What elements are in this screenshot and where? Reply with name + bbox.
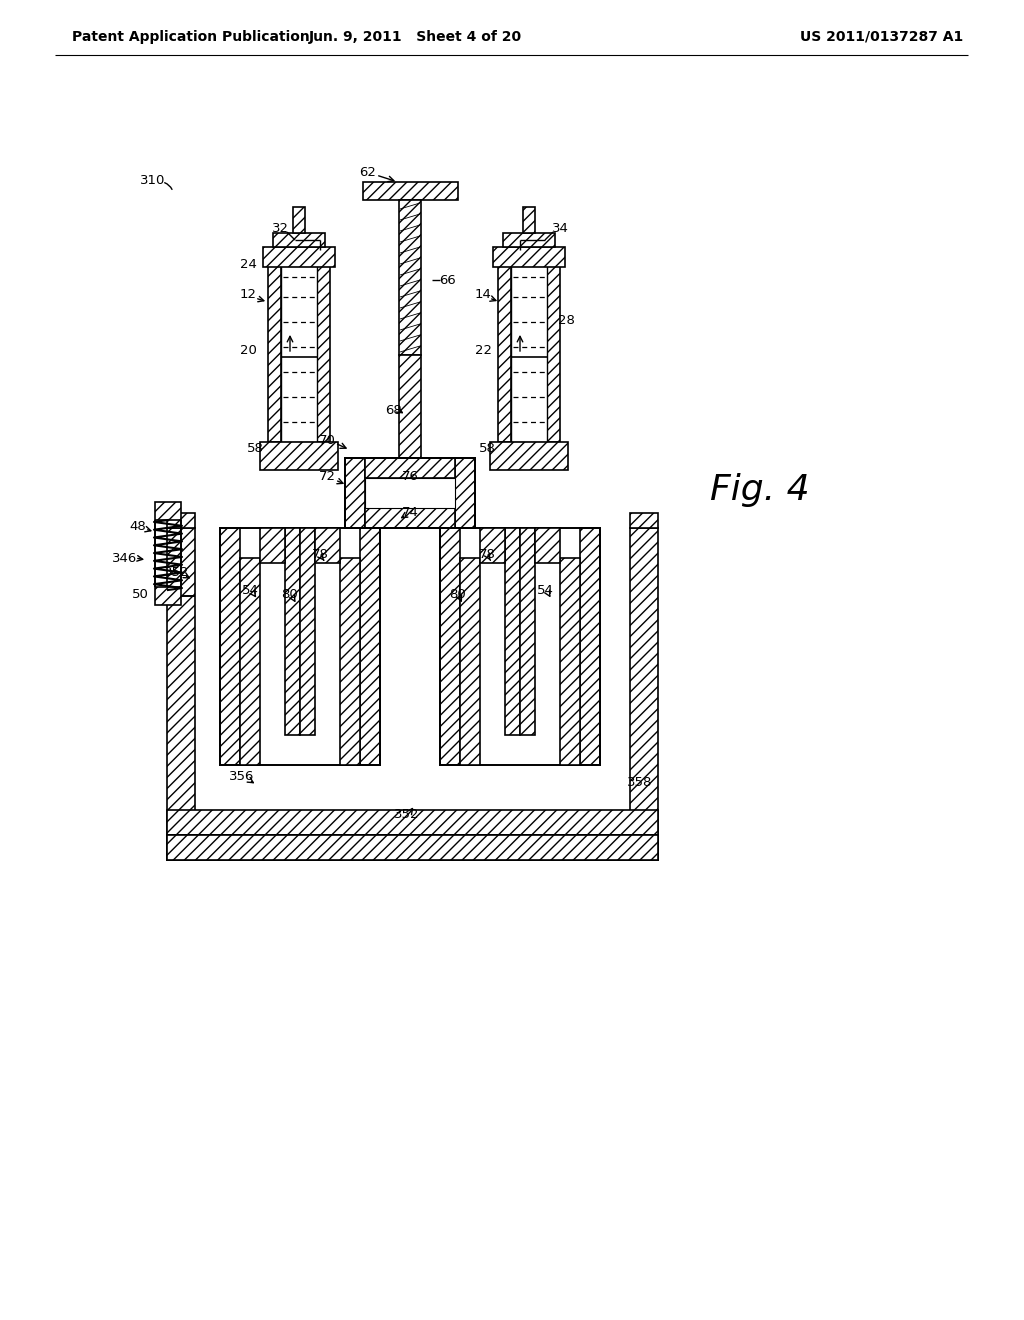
Bar	[345, 458, 475, 528]
Bar	[155, 502, 181, 520]
Bar	[440, 528, 460, 766]
Bar	[455, 458, 475, 528]
Bar	[490, 442, 568, 470]
Bar	[155, 587, 181, 605]
Bar	[365, 458, 455, 478]
Bar	[167, 836, 658, 861]
Text: 352: 352	[164, 565, 189, 578]
Bar	[260, 528, 285, 564]
Text: 80: 80	[282, 589, 298, 602]
Bar	[167, 810, 658, 836]
Text: 58: 58	[478, 441, 496, 454]
Bar	[340, 558, 360, 766]
Text: 62: 62	[359, 165, 377, 178]
Bar	[345, 458, 365, 528]
Bar	[365, 478, 455, 508]
Bar	[360, 528, 380, 766]
Bar	[520, 528, 535, 735]
Bar	[505, 528, 520, 735]
Text: 78: 78	[478, 549, 496, 561]
Text: 310: 310	[140, 173, 166, 186]
Bar	[240, 558, 260, 766]
Bar	[220, 528, 380, 766]
Bar	[167, 528, 195, 836]
Text: Fig. 4: Fig. 4	[710, 473, 810, 507]
Bar	[630, 513, 658, 528]
Bar	[523, 207, 535, 234]
Bar	[220, 528, 240, 766]
Bar	[317, 255, 330, 442]
Text: 22: 22	[474, 343, 492, 356]
Text: 12: 12	[240, 289, 256, 301]
Text: 78: 78	[311, 549, 329, 561]
Bar	[511, 255, 547, 442]
Bar	[268, 255, 281, 442]
Text: 346: 346	[113, 552, 137, 565]
Text: 66: 66	[438, 273, 456, 286]
Text: Patent Application Publication: Patent Application Publication	[72, 30, 309, 44]
Text: 48: 48	[130, 520, 146, 533]
Bar	[293, 207, 305, 234]
Text: 34: 34	[552, 222, 568, 235]
Bar	[399, 355, 421, 459]
Text: 20: 20	[240, 343, 256, 356]
Bar	[630, 528, 658, 836]
Text: 28: 28	[557, 314, 574, 326]
Text: 80: 80	[449, 589, 465, 602]
Text: US 2011/0137287 A1: US 2011/0137287 A1	[800, 30, 964, 44]
Text: 50: 50	[131, 589, 148, 602]
Bar	[365, 508, 455, 528]
Text: 14: 14	[474, 289, 492, 301]
Bar	[167, 513, 195, 528]
Bar	[460, 558, 480, 766]
Bar	[440, 528, 600, 766]
Bar	[300, 528, 315, 735]
Bar	[547, 255, 560, 442]
Bar	[281, 255, 317, 442]
Bar	[362, 182, 458, 201]
Text: 356: 356	[229, 771, 255, 784]
Text: 58: 58	[247, 441, 263, 454]
Bar	[480, 528, 505, 564]
Bar	[580, 528, 600, 766]
Text: 70: 70	[318, 433, 336, 446]
Bar	[315, 528, 340, 564]
Text: 358: 358	[628, 776, 652, 788]
Bar	[167, 836, 658, 861]
Text: Jun. 9, 2011   Sheet 4 of 20: Jun. 9, 2011 Sheet 4 of 20	[308, 30, 521, 44]
Bar	[260, 442, 338, 470]
Bar	[498, 255, 511, 442]
Bar	[560, 558, 580, 766]
Text: 74: 74	[401, 506, 419, 519]
Bar	[399, 201, 421, 355]
Text: 76: 76	[401, 470, 419, 483]
Bar	[503, 234, 555, 247]
Text: 24: 24	[240, 259, 256, 272]
Text: 54: 54	[242, 583, 258, 597]
Bar	[263, 247, 335, 267]
Text: 32: 32	[271, 222, 289, 235]
Bar	[273, 234, 325, 247]
Text: 54: 54	[537, 583, 553, 597]
Text: 68: 68	[385, 404, 401, 417]
Text: 72: 72	[318, 470, 336, 483]
Bar	[285, 528, 300, 735]
Text: 352: 352	[394, 808, 420, 821]
Bar	[535, 528, 560, 564]
Bar	[493, 247, 565, 267]
